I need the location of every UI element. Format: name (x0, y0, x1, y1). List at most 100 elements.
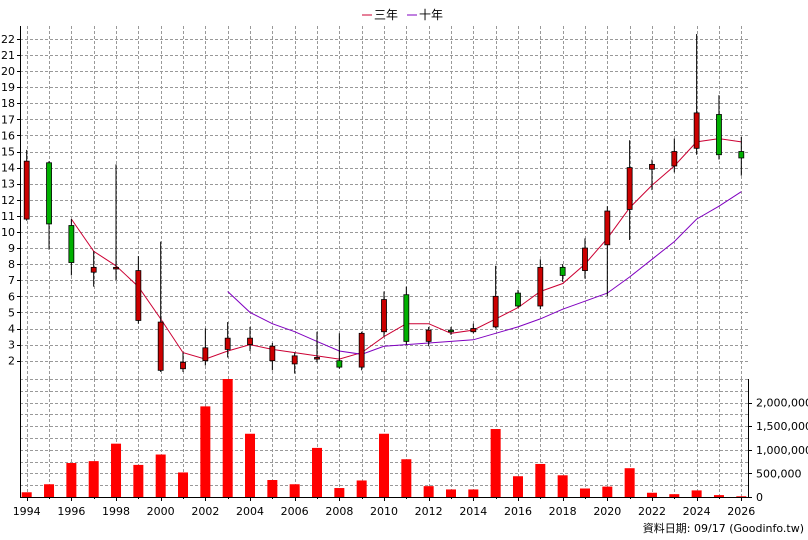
volume-bar (691, 490, 702, 497)
x-axis-labels: 1994 1996 1998 2000 2002 2004 2006 2008 2010 2012… (13, 505, 756, 518)
volume-bar (21, 492, 32, 497)
candle (492, 265, 499, 329)
candle (582, 238, 588, 279)
volume-bars (21, 379, 747, 497)
candle (738, 137, 745, 176)
candle (381, 291, 387, 337)
x-tick-label: 1998 (102, 505, 130, 518)
x-tick-label: 2010 (370, 505, 398, 518)
candle (425, 326, 432, 347)
price-tick-label: 2 (8, 355, 15, 368)
candle (23, 149, 30, 221)
candle (537, 259, 544, 310)
volume-tick-label: 2,000,000 (756, 397, 808, 410)
volume-bar (512, 476, 523, 497)
volume-bar (356, 480, 367, 497)
volume-bar (155, 454, 166, 497)
price-tick-label: 8 (8, 258, 15, 271)
x-tick-label: 2024 (683, 505, 711, 518)
price-tick-label: 13 (1, 178, 15, 191)
source-label: 資料日期: 09/17 (Goodinfo.tw) (643, 521, 804, 535)
volume-bar (713, 495, 724, 497)
candle-body (515, 292, 521, 307)
candle (403, 286, 410, 345)
price-tick-label: 15 (1, 146, 15, 159)
candle-body (582, 247, 588, 271)
x-tick-label: 2012 (415, 505, 443, 518)
candle-body (716, 114, 722, 156)
volume-tick-label: 1,000,000 (756, 444, 808, 457)
price-tick-label: 19 (1, 81, 15, 94)
volume-bar (490, 429, 501, 497)
price-tick-label: 21 (1, 49, 15, 62)
x-tick-label: 2004 (236, 505, 264, 518)
candle (291, 352, 298, 374)
volume-bar (624, 468, 635, 497)
volume-bar (669, 494, 680, 497)
candle (626, 140, 633, 241)
candle-body (693, 112, 700, 149)
volume-bar (178, 472, 189, 497)
volume-bar (133, 464, 144, 497)
candle-body (224, 337, 231, 350)
volume-bar (44, 484, 55, 497)
volume-bar (423, 486, 434, 497)
volume-bar (88, 461, 99, 497)
price-tick-label: 3 (8, 339, 15, 352)
candle (135, 256, 142, 324)
x-tick-label: 2008 (325, 505, 353, 518)
volume-bar (445, 489, 456, 497)
candle (157, 241, 164, 372)
volume-bar (379, 433, 389, 497)
candle (470, 323, 477, 334)
candle (68, 219, 75, 276)
x-tick-label: 2014 (459, 505, 487, 518)
volume-bar (646, 492, 657, 497)
candle-body (135, 270, 142, 321)
price-tick-label: 6 (8, 290, 15, 303)
candle-body (314, 357, 320, 360)
volume-bar (245, 433, 256, 497)
candle (314, 331, 320, 363)
candle-body (470, 328, 477, 333)
candle (649, 159, 655, 191)
x-tick-label: 2022 (638, 505, 666, 518)
price-tick-label: 20 (1, 65, 15, 78)
candle-body (604, 210, 611, 246)
price-axis-labels: 2 3 4 5 6 7 8 9 10 11 12 13 14 15 16 17 18 19 20 21 22 (1, 33, 15, 368)
candle-body (90, 266, 97, 273)
candle-body (559, 266, 566, 276)
candle (716, 95, 722, 160)
candle (671, 138, 678, 173)
chart-legend: 三年 十年 (362, 8, 443, 22)
candle-body (537, 266, 544, 307)
volume-bar (200, 406, 211, 497)
price-tick-label: 18 (1, 97, 15, 110)
x-tick-label: 2018 (549, 505, 577, 518)
volume-axis-labels: 0 500,000 1,000,000 1,500,000 2,000,000 (756, 397, 808, 504)
price-tick-label: 5 (8, 306, 15, 319)
volume-tick-label: 0 (756, 491, 763, 504)
volume-bar (222, 379, 233, 497)
candle (559, 264, 566, 282)
candle-body (68, 225, 75, 263)
candle (202, 328, 209, 366)
price-tick-label: 7 (8, 274, 15, 287)
volume-bar (557, 475, 568, 497)
volume-bar (312, 447, 323, 497)
candle-body (336, 360, 343, 368)
candle-body (381, 299, 387, 333)
candlesticks (23, 34, 745, 374)
price-tick-label: 10 (1, 226, 15, 239)
volume-bar (66, 463, 77, 497)
legend-label-three-year: 三年 (374, 8, 398, 22)
candle-body (649, 163, 655, 170)
legend-label-ten-year: 十年 (419, 8, 443, 22)
candle (224, 322, 231, 358)
candle-body (202, 347, 209, 362)
candle-body (23, 160, 30, 220)
x-tick-label: 1994 (13, 505, 41, 518)
candle (180, 352, 186, 372)
x-tick-label: 2016 (504, 505, 532, 518)
